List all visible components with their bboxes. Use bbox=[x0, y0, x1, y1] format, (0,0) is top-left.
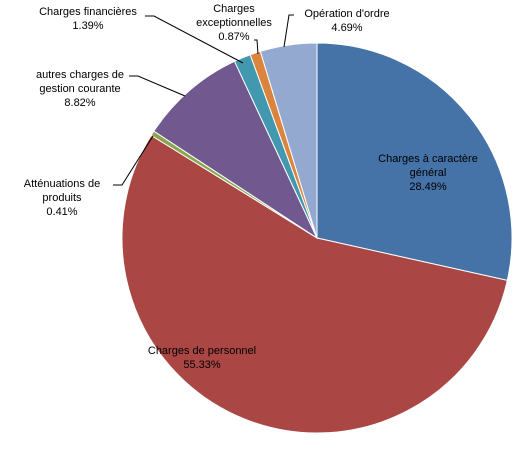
slice-value-label: 28.49% bbox=[409, 181, 447, 193]
slice-name-label: produits bbox=[42, 192, 82, 204]
slice-name-label: Charges de personnel bbox=[148, 345, 256, 357]
slice-name-label: Opération d'ordre bbox=[304, 8, 389, 20]
slice-value-label: 0.87% bbox=[218, 31, 249, 43]
slice-name-label: Charges bbox=[213, 3, 255, 15]
leader-line-operation-d-ordre bbox=[283, 14, 294, 48]
data-label-charges-a-caractere-general: Charges à caractère général 28.49% bbox=[378, 153, 478, 193]
data-label-charges-financieres: Charges financières 1.39% bbox=[39, 6, 137, 32]
slice-value-label: 8.82% bbox=[64, 97, 95, 109]
slice-name-label: Charges financières bbox=[39, 6, 137, 18]
slice-value-label: 4.69% bbox=[331, 22, 362, 34]
slice-name-label: autres charges de bbox=[36, 69, 124, 81]
data-label-autres-charges-de-gestion-courante: autres charges de gestion courante 8.82% bbox=[36, 69, 124, 109]
pie-slice-operation-d-ordre bbox=[259, 42, 318, 239]
data-label-attenuations-de-produits: Atténuations de produits 0.41% bbox=[24, 178, 100, 218]
slice-value-label: 1.39% bbox=[72, 20, 103, 32]
pie-slice-charges-de-personnel bbox=[121, 134, 508, 434]
leader-line-charges-financieres bbox=[145, 15, 244, 64]
leader-line-autres-charges-de-gestion-courante bbox=[129, 75, 186, 97]
slice-value-label: 55.33% bbox=[183, 359, 221, 371]
slice-name-label: exceptionnelles bbox=[196, 17, 272, 29]
slice-name-label: gestion courante bbox=[39, 83, 120, 95]
pie-slice-charges-a-caractere-general bbox=[316, 42, 513, 282]
slice-name-label: Charges à caractère bbox=[378, 153, 478, 165]
leader-line-charges-exceptionnelles bbox=[254, 39, 259, 55]
pie-slice-autres-charges-de-gestion-courante bbox=[153, 60, 319, 240]
data-label-charges-de-personnel: Charges de personnel 55.33% bbox=[148, 345, 256, 371]
leader-line-attenuations-de-produits bbox=[113, 135, 154, 186]
slice-name-label: Atténuations de bbox=[24, 178, 100, 190]
slice-value-label: 0.41% bbox=[46, 206, 77, 218]
data-label-operation-d-ordre: Opération d'ordre 4.69% bbox=[304, 8, 389, 34]
slice-name-label: général bbox=[410, 167, 447, 179]
data-label-charges-exceptionnelles: Charges exceptionnelles 0.87% bbox=[196, 3, 272, 43]
